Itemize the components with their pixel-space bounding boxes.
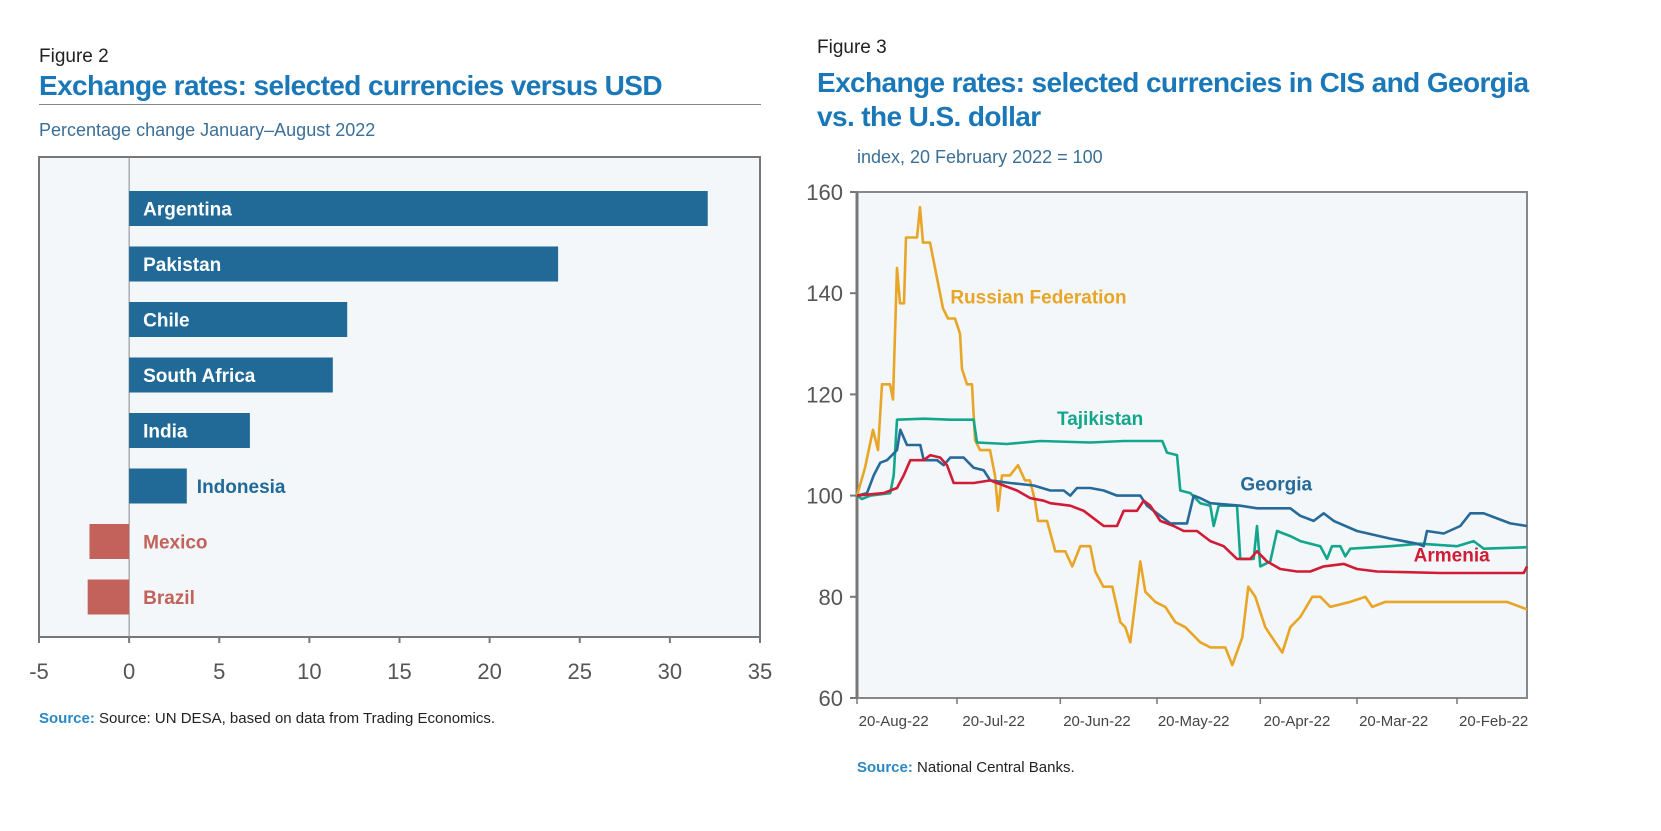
bar-label: Indonesia <box>197 477 286 498</box>
figure3-title-line1: Exchange rates: selected currencies in C… <box>817 67 1529 98</box>
x-tick-label: 20-Jul-22 <box>962 713 1025 730</box>
figure3-subtitle: index, 20 February 2022 = 100 <box>857 147 1103 167</box>
source-text: Source: UN DESA, based on data from Trad… <box>99 710 496 727</box>
bar-label: South Africa <box>143 366 256 387</box>
x-tick-label: 0 <box>123 659 135 684</box>
bar-label: Chile <box>143 311 189 332</box>
bar-label: Pakistan <box>143 255 221 276</box>
figure3-source: Source: National Central Banks. <box>857 759 1075 777</box>
source-label: Source: <box>39 710 95 727</box>
bar-label: Mexico <box>143 533 207 554</box>
x-tick-label: 20-Apr-22 <box>1264 713 1331 730</box>
y-tick-label: 120 <box>806 382 843 407</box>
series-line-russian-federation <box>855 205 1528 667</box>
x-tick-label: 20 <box>477 659 501 684</box>
x-tick-label: 20-Feb-22 <box>1459 713 1528 730</box>
x-tick-label: 20-Jun-22 <box>1063 713 1131 730</box>
series-line-armenia <box>856 453 1529 575</box>
x-tick-label: 35 <box>748 659 772 684</box>
bar-south-africa <box>129 357 333 393</box>
bar-chart: -5 0 5 10 15 20 25 30 35 Argentina Pakistan Chile So… <box>29 156 772 684</box>
bar-indonesia <box>129 468 187 504</box>
source-text: National Central Banks. <box>917 759 1075 776</box>
series-line-georgia <box>856 428 1528 548</box>
x-tick-label: -5 <box>29 659 49 684</box>
bar-label: Brazil <box>143 588 195 609</box>
figure2-source: Source: Source: UN DESA, based on data f… <box>39 710 495 728</box>
line-chart: 60 80 100 120 140 160 20-Aug-22 20-Jul-22 20-Jun… <box>806 180 1529 730</box>
x-tick-label: 5 <box>213 659 225 684</box>
series-label: Russian Federation <box>950 287 1126 308</box>
x-tick-label: 20-May-22 <box>1158 713 1230 730</box>
x-tick-label: 10 <box>297 659 321 684</box>
x-tick-label: 20-Aug-22 <box>859 713 929 730</box>
plot-area <box>38 156 761 638</box>
series-label: Tajikistan <box>1057 409 1143 430</box>
source-label: Source: <box>857 759 913 776</box>
x-tick-label: 20-Mar-22 <box>1359 713 1428 730</box>
bar-mexico <box>89 524 130 559</box>
x-tick-label: 30 <box>658 659 682 684</box>
figure2-title: Exchange rates: selected currencies vers… <box>39 70 663 101</box>
series-line-tajikistan <box>856 417 1528 568</box>
bar-chile <box>129 302 348 337</box>
figure2-subtitle: Percentage change January–August 2022 <box>39 120 376 140</box>
bar-argentina <box>129 191 708 226</box>
bar-india <box>129 413 250 448</box>
bar-pakistan <box>129 246 559 282</box>
figure2-label: Figure 2 <box>39 46 109 67</box>
y-tick-label: 100 <box>806 484 843 509</box>
title-divider <box>39 104 761 105</box>
bar-label: Argentina <box>143 200 232 221</box>
series-label: Armenia <box>1414 545 1490 566</box>
bar-label: India <box>143 422 188 443</box>
figure3-label: Figure 3 <box>817 37 887 58</box>
y-tick-label: 160 <box>806 180 843 205</box>
y-tick-label: 80 <box>819 585 843 610</box>
y-tick-label: 60 <box>819 686 843 711</box>
plot-area <box>856 191 1528 699</box>
bar-brazil <box>87 579 130 615</box>
x-tick-label: 25 <box>568 659 592 684</box>
series-label: Georgia <box>1240 475 1312 496</box>
y-tick-label: 140 <box>806 281 843 306</box>
figure3-title-line2: vs. the U.S. dollar <box>817 101 1041 132</box>
x-tick-label: 15 <box>387 659 411 684</box>
